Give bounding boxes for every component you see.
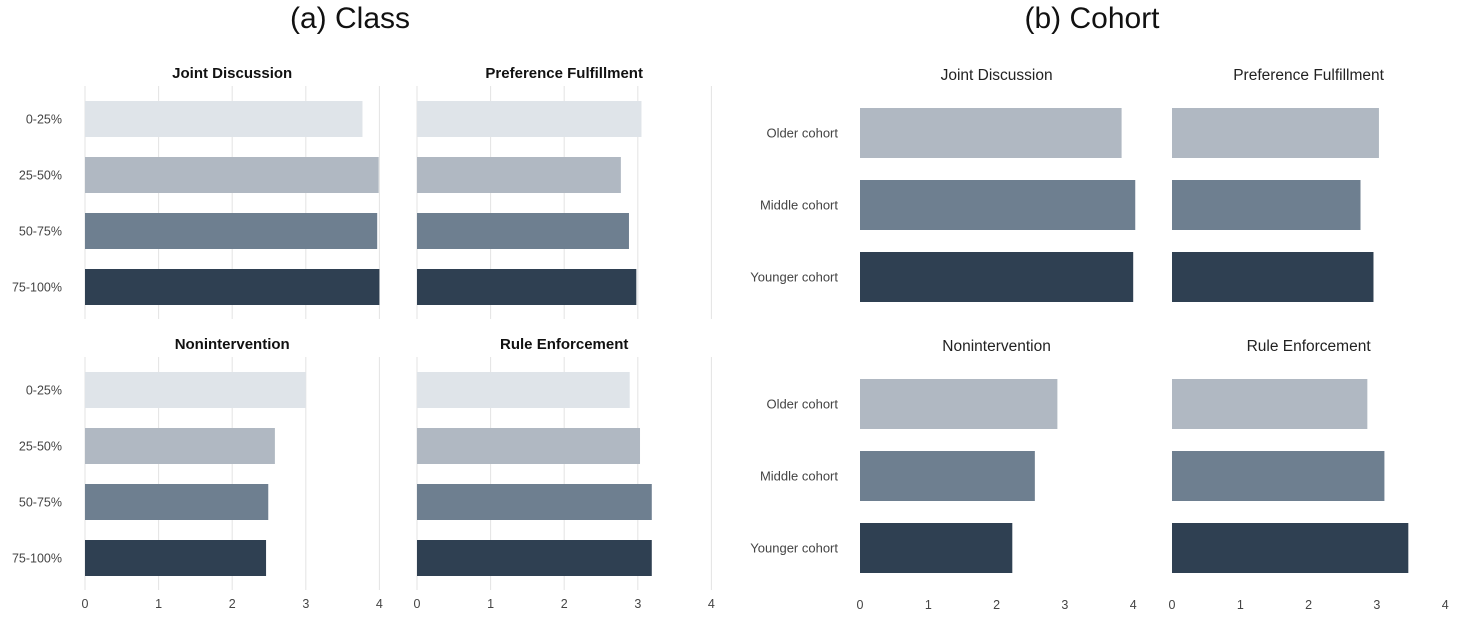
category-label: 25-50% bbox=[19, 439, 62, 453]
category-label: Younger cohort bbox=[750, 270, 838, 285]
category-label: 75-100% bbox=[12, 551, 62, 565]
chart-panel: Joint Discussion Older cohort Middle cohor… bbox=[750, 67, 1136, 302]
bar bbox=[860, 252, 1134, 302]
panel-title: Nonintervention bbox=[175, 336, 290, 353]
x-tick-label: 2 bbox=[561, 597, 568, 611]
x-tick-label: 1 bbox=[155, 597, 162, 611]
bar bbox=[860, 451, 1035, 501]
bar bbox=[85, 372, 306, 408]
chart-panel: Rule Enforcement 0 1 2 3 4 bbox=[1169, 338, 1449, 612]
category-label: 0-25% bbox=[26, 112, 62, 126]
category-label: Younger cohort bbox=[750, 541, 838, 556]
panel-title: Preference Fulfillment bbox=[1233, 67, 1384, 84]
bar bbox=[85, 101, 363, 137]
x-tick-label: 3 bbox=[634, 597, 641, 611]
x-tick-label: 3 bbox=[1061, 598, 1068, 612]
category-label: Older cohort bbox=[766, 126, 838, 141]
bar bbox=[1172, 523, 1409, 573]
x-tick-label: 0 bbox=[857, 598, 864, 612]
category-label: Middle cohort bbox=[760, 198, 838, 213]
x-tick-label: 0 bbox=[414, 597, 421, 611]
x-tick-label: 1 bbox=[487, 597, 494, 611]
bar bbox=[1172, 379, 1368, 429]
panel-title: Joint Discussion bbox=[172, 65, 292, 82]
bar bbox=[1172, 451, 1385, 501]
chart-panel: Joint Discussion 0-25% 25-50% 50-75% 75-100% bbox=[12, 65, 380, 319]
chart-panel: Nonintervention 0-25% 25-50% 50-75% 75-100% 0… bbox=[12, 336, 383, 611]
bar bbox=[1172, 180, 1361, 230]
category-label: 25-50% bbox=[19, 168, 62, 182]
x-tick-label: 4 bbox=[376, 597, 383, 611]
bar bbox=[85, 269, 380, 305]
x-tick-label: 4 bbox=[1442, 598, 1449, 612]
bar bbox=[85, 428, 275, 464]
category-label: 75-100% bbox=[12, 280, 62, 294]
bar bbox=[1172, 252, 1374, 302]
bar bbox=[417, 269, 637, 305]
bar bbox=[417, 101, 642, 137]
x-tick-label: 2 bbox=[1305, 598, 1312, 612]
bar bbox=[860, 523, 1013, 573]
chart-panel: Rule Enforcement 0 1 2 3 4 bbox=[414, 336, 715, 611]
bar bbox=[417, 213, 629, 249]
x-tick-label: 0 bbox=[1169, 598, 1176, 612]
x-tick-label: 0 bbox=[82, 597, 89, 611]
panel-title: Rule Enforcement bbox=[500, 336, 628, 353]
panel-title: Joint Discussion bbox=[941, 67, 1053, 84]
x-tick-label: 1 bbox=[925, 598, 932, 612]
bar bbox=[417, 157, 621, 193]
category-label: 50-75% bbox=[19, 495, 62, 509]
bar bbox=[85, 157, 379, 193]
x-tick-label: 4 bbox=[1130, 598, 1137, 612]
bar bbox=[860, 180, 1136, 230]
panel-title: Nonintervention bbox=[942, 338, 1051, 355]
x-tick-label: 3 bbox=[302, 597, 309, 611]
chart-panel: Preference Fulfillment bbox=[416, 65, 712, 319]
category-label: Older cohort bbox=[766, 397, 838, 412]
bar bbox=[85, 540, 267, 576]
x-tick-label: 3 bbox=[1373, 598, 1380, 612]
chart-panels: Joint Discussion 0-25% 25-50% 50-75% 75-100%… bbox=[12, 65, 1449, 612]
panel-title: Preference Fulfillment bbox=[485, 65, 643, 82]
x-tick-label: 2 bbox=[993, 598, 1000, 612]
figure-b-title: (b) Cohort bbox=[1024, 2, 1160, 35]
bar bbox=[85, 484, 269, 520]
bar bbox=[417, 540, 652, 576]
bar bbox=[85, 213, 378, 249]
category-label: 50-75% bbox=[19, 224, 62, 238]
x-tick-label: 4 bbox=[708, 597, 715, 611]
figure-a-title: (a) Class bbox=[290, 2, 410, 35]
category-label: 0-25% bbox=[26, 383, 62, 397]
bar bbox=[417, 372, 630, 408]
chart-panel: Nonintervention Older cohort Middle cohort… bbox=[750, 338, 1136, 612]
bar bbox=[860, 379, 1058, 429]
bar bbox=[1172, 108, 1379, 158]
bar bbox=[860, 108, 1122, 158]
bar bbox=[417, 484, 652, 520]
bar bbox=[417, 428, 641, 464]
category-label: Middle cohort bbox=[760, 469, 838, 484]
chart-panel: Preference Fulfillment bbox=[1172, 67, 1385, 302]
x-tick-label: 1 bbox=[1237, 598, 1244, 612]
panel-title: Rule Enforcement bbox=[1247, 338, 1372, 355]
x-tick-label: 2 bbox=[229, 597, 236, 611]
